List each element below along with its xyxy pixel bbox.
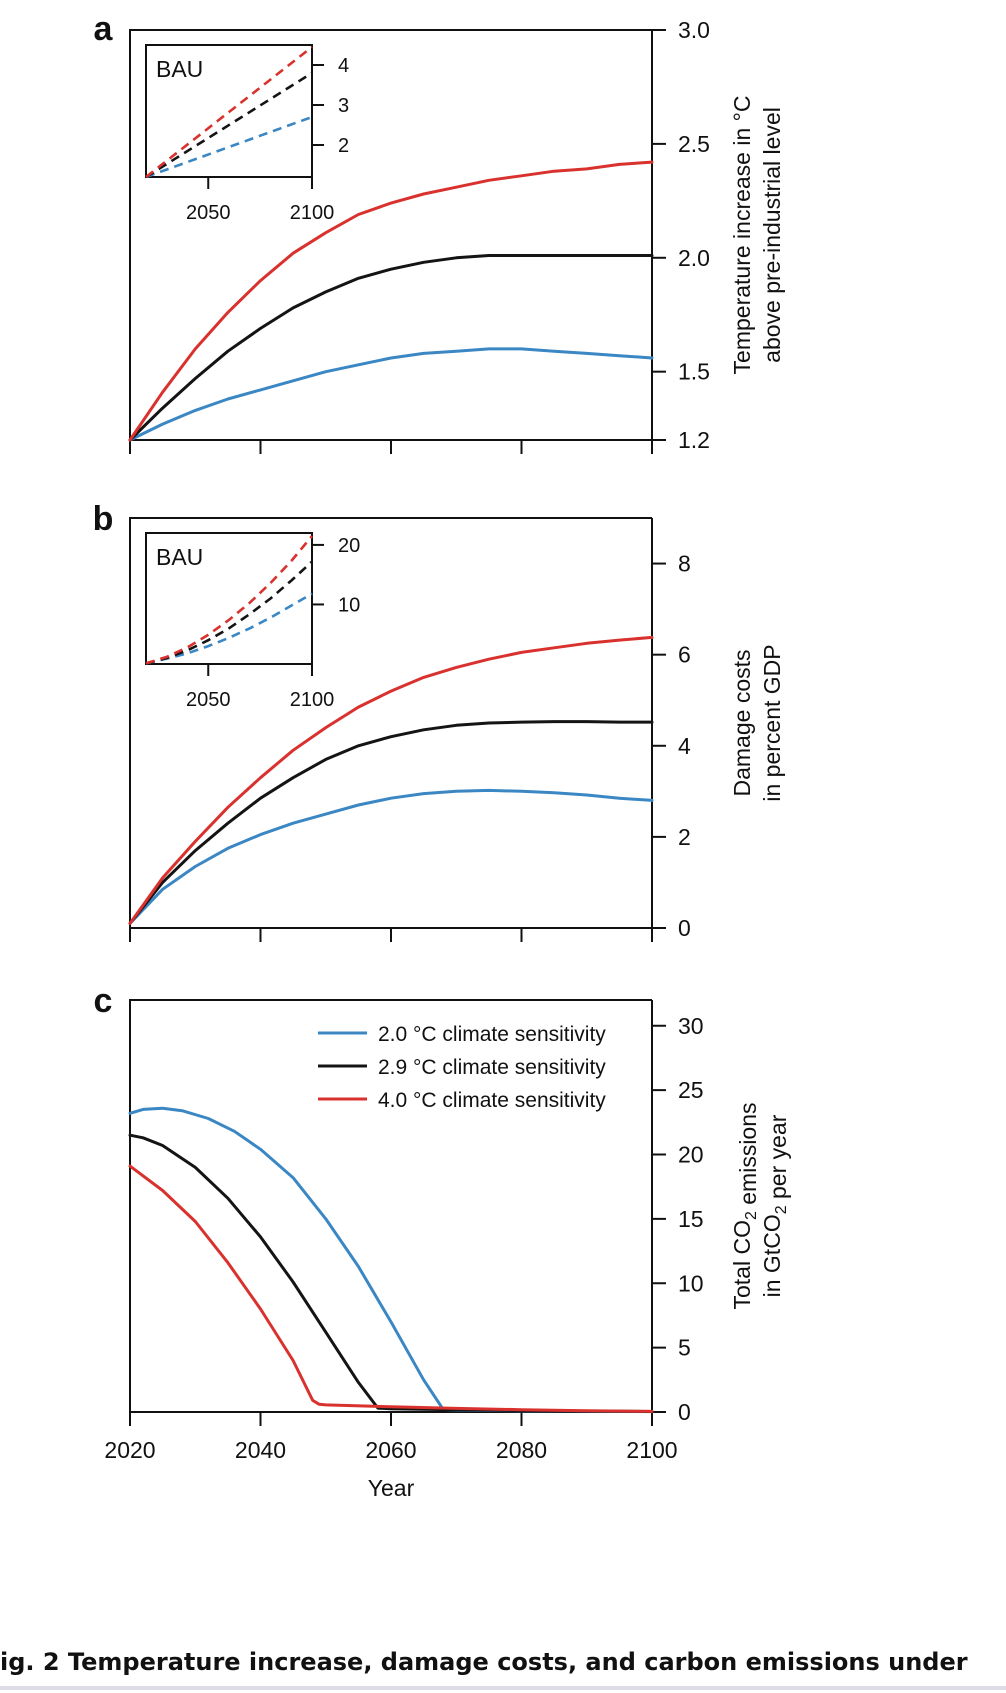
inset-frame: [145, 532, 313, 665]
x-tick-label: 2040: [235, 1437, 286, 1463]
panel-c-emissions: c 0 5 10 15 20 25 30 2020 2040 2060 2080 2100 Total C…: [94, 982, 791, 1501]
inset-title: BAU: [156, 56, 203, 82]
legend-label: 2.9 °C climate sensitivity: [378, 1056, 606, 1079]
inset-dashed-line-cs2-9: [145, 560, 313, 665]
y-tick-label: 8: [678, 551, 691, 577]
inset-x-tick-label: 2100: [290, 689, 335, 711]
x-tick-label: 2060: [365, 1437, 416, 1463]
series-line-cs4-0: [128, 160, 654, 442]
y-tick-label: 10: [678, 1270, 704, 1296]
series-line-cs2-0: [128, 1106, 654, 1414]
y-tick-label: 0: [678, 1399, 691, 1425]
legend: 2.0 °C climate sensitivity 2.9 °C climate…: [318, 1023, 606, 1112]
inset-y-tick-label: 2: [338, 135, 349, 157]
panel-letter: c: [94, 982, 113, 1020]
y-tick-label: 2: [678, 824, 691, 850]
series-line-cs2-9: [128, 1133, 654, 1413]
inset-x-tick-label: 2050: [186, 689, 231, 711]
inset-y-tick-label: 3: [338, 95, 349, 117]
y-tick-label: 6: [678, 642, 691, 668]
y-axis-title-line: Total CO2 emissions: [729, 1102, 761, 1309]
x-tick-label: 2100: [626, 1437, 677, 1463]
panel-letter: b: [93, 500, 114, 538]
inset-y-tick-label: 20: [338, 535, 360, 557]
y-tick-label: 2.5: [678, 131, 710, 157]
inset-title: BAU: [156, 544, 203, 570]
y-axis-title: Temperature increase in °C above pre-indu…: [729, 96, 785, 375]
y-axis-title-line: Damage costs: [729, 649, 755, 796]
x-tick-label: 2080: [496, 1437, 547, 1463]
y-tick-label: 3.0: [678, 17, 710, 43]
y-tick-label: 4: [678, 733, 691, 759]
inset-y-tick-label: 4: [338, 55, 349, 77]
series-line-cs2-9: [128, 254, 654, 442]
y-tick-label: 0: [678, 915, 691, 941]
panel-a-temperature: a 1.2 1.5 2.0 2.5 3.0 BAU 2 3 4 2050 2100 Temperatur…: [94, 10, 785, 454]
y-tick-label: 1.5: [678, 359, 710, 385]
y-tick-label: 2.0: [678, 245, 710, 271]
series-line-cs2-0: [128, 347, 654, 442]
y-tick-label: 1.2: [678, 427, 710, 453]
inset-dashed-line-cs2-9: [145, 71, 313, 179]
inset-x-tick-label: 2100: [290, 202, 335, 224]
y-axis-title: Damage costs in percent GDP: [729, 644, 785, 801]
y-tick-label: 5: [678, 1335, 691, 1361]
y-tick-label: 15: [678, 1206, 704, 1232]
inset-dashed-line-cs4-0: [145, 45, 313, 179]
figure-caption: ig. 2 Temperature increase, damage costs…: [0, 1648, 968, 1676]
y-axis-title-line: Temperature increase in °C: [729, 96, 755, 375]
inset-y-tick-label: 10: [338, 594, 360, 616]
y-axis-title-line: in percent GDP: [759, 644, 785, 801]
series-line-cs4-0: [128, 635, 654, 925]
legend-label: 2.0 °C climate sensitivity: [378, 1023, 606, 1046]
y-axis-title-line: above pre-industrial level: [759, 107, 785, 363]
series-line-cs4-0: [128, 1164, 654, 1413]
x-axis-title: Year: [368, 1475, 415, 1501]
caption-divider: [0, 1686, 1006, 1690]
y-tick-label: 20: [678, 1142, 704, 1168]
inset-dashed-line-cs4-0: [145, 535, 314, 665]
y-tick-label: 25: [678, 1077, 704, 1103]
inset-x-tick-label: 2050: [186, 202, 231, 224]
panel-letter: a: [94, 10, 114, 48]
x-tick-label: 2020: [104, 1437, 155, 1463]
y-axis-title-line: in GtCO2 per year: [759, 1114, 791, 1297]
y-tick-label: 30: [678, 1013, 704, 1039]
bau-inset: BAU 2 3 4 2050 2100: [145, 44, 349, 224]
series-line-cs2-9: [128, 720, 654, 925]
legend-label: 4.0 °C climate sensitivity: [378, 1089, 606, 1112]
series-line-cs2-0: [128, 788, 654, 925]
panel-b-damage-costs: b 0 2 4 6 8 BAU 10 20 2050 2100 Damage costs in perc…: [93, 500, 785, 942]
bau-inset: BAU 10 20 2050 2100: [145, 532, 360, 711]
